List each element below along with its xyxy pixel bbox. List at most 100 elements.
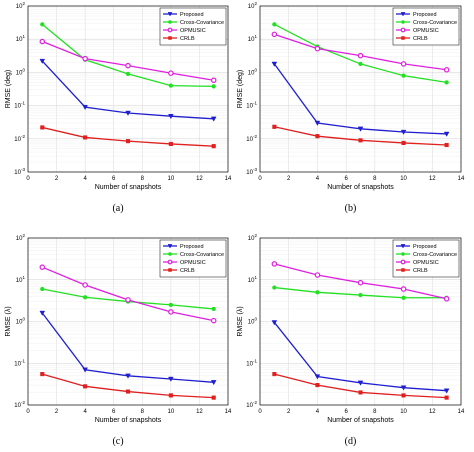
data-point-marker	[314, 374, 321, 380]
data-point-marker	[168, 393, 173, 398]
legend-entry: Proposed	[413, 244, 437, 250]
data-point-marker	[401, 393, 406, 398]
x-tick-label: 6	[344, 176, 348, 182]
data-point-marker	[125, 139, 131, 144]
series-crlb	[272, 124, 449, 148]
axes-frame	[259, 5, 462, 173]
series-crlb	[272, 372, 449, 400]
x-tick-label: 6	[112, 409, 116, 415]
data-point-marker	[211, 144, 216, 149]
legend-entry: Proposed	[180, 12, 204, 18]
legend-entry: Proposed	[413, 12, 437, 18]
data-point-marker	[400, 27, 406, 33]
y-tick-label: 100	[248, 67, 258, 76]
x-axis-label: Number of snapshots	[327, 417, 394, 424]
legend-entry: CRLB	[413, 36, 428, 42]
data-point-marker	[401, 295, 406, 300]
data-point-marker	[39, 38, 46, 45]
y-tick-label: 10-3	[14, 167, 25, 176]
y-tick-label: 10-2	[246, 134, 257, 143]
series-proposed	[271, 61, 450, 137]
data-point-marker	[168, 252, 172, 256]
x-tick-label: 14	[458, 176, 465, 182]
data-point-marker	[125, 373, 131, 379]
legend-entry: CRLB	[413, 268, 428, 274]
data-point-marker	[357, 126, 364, 132]
chart-panel: 0 2 4 6 8 10 12 14 10-2 10-1 100 101 102 Number of sn…	[5, 233, 232, 447]
x-tick-label: 8	[373, 409, 377, 415]
chart-panel: 0 2 4 6 8 10 12 14 10-3 10-2 10-1 100 101 102 Number o…	[5, 1, 232, 214]
chart-panel: 0 2 4 6 8 10 12 14 10-2 10-1 100 101 102 Number of sn…	[237, 233, 465, 447]
x-tick-label: 12	[429, 176, 436, 182]
data-point-marker	[167, 259, 173, 265]
data-point-marker	[210, 77, 217, 84]
legend: Proposed Cross-Covariance OPMUSIC CRLB	[159, 7, 227, 46]
data-point-marker	[401, 252, 405, 256]
data-point-marker	[40, 372, 45, 377]
y-tick-label: 102	[248, 233, 258, 242]
data-point-marker	[40, 286, 45, 292]
y-tick-label: 101	[16, 275, 26, 284]
data-point-marker	[272, 372, 277, 377]
data-point-marker	[40, 22, 45, 27]
data-point-marker	[125, 110, 131, 116]
panel-caption: (b)	[345, 203, 357, 214]
x-axis-label: Number of snapshots	[95, 417, 162, 424]
x-tick-label: 10	[168, 409, 175, 415]
data-point-marker	[168, 141, 173, 146]
data-point-marker	[82, 282, 88, 288]
data-point-marker	[271, 320, 278, 326]
y-tick-label: 100	[16, 67, 26, 76]
x-tick-label: 8	[373, 176, 377, 182]
series-proposed	[271, 320, 450, 394]
data-point-marker	[125, 62, 131, 69]
x-tick-label: 2	[55, 409, 59, 415]
data-point-marker	[168, 70, 174, 76]
x-tick-label: 14	[225, 409, 232, 415]
y-tick-label: 101	[248, 275, 258, 284]
data-point-marker	[315, 134, 320, 139]
data-point-marker	[168, 302, 174, 308]
data-point-marker	[211, 395, 216, 400]
series-opmusic	[39, 264, 217, 324]
y-tick-label: 10-1	[246, 358, 257, 367]
series-cross-covariance	[272, 22, 449, 85]
data-point-marker	[271, 261, 278, 267]
series-line	[273, 63, 447, 135]
data-point-marker	[357, 279, 364, 286]
chart-panel: 0 2 4 6 8 10 12 14 10-3 10-2 10-1 100 101 102 Number o…	[237, 1, 465, 214]
data-point-marker	[400, 385, 407, 391]
data-point-marker	[444, 395, 449, 400]
axes-frame	[27, 5, 229, 173]
data-point-marker	[168, 36, 172, 40]
data-point-marker	[168, 83, 174, 88]
y-axis-label: RMSE (λ)	[5, 306, 12, 336]
data-point-marker	[444, 142, 449, 148]
data-point-marker	[39, 310, 46, 316]
y-tick-label: 10-1	[246, 101, 257, 110]
data-point-marker	[167, 12, 173, 17]
data-point-marker	[83, 135, 88, 140]
y-axis-label: RMSE (deg)	[5, 70, 12, 109]
legend: Proposed Cross-Covariance OPMUSIC CRLB	[159, 239, 227, 278]
legend-entry: OPMUSIC	[180, 260, 206, 266]
series-crlb	[40, 125, 216, 149]
data-point-marker	[82, 55, 88, 62]
data-point-marker	[400, 244, 406, 249]
data-point-marker	[210, 116, 217, 122]
x-tick-label: 0	[26, 176, 30, 182]
y-tick-label: 101	[16, 34, 26, 43]
data-point-marker	[443, 67, 450, 73]
data-point-marker	[125, 297, 131, 303]
x-axis-label: Number of snapshots	[95, 184, 162, 191]
legend-entry: Cross-Covariance	[180, 252, 224, 258]
panel-caption: (d)	[345, 436, 357, 447]
y-axis-label: RMSE (deg)	[237, 70, 244, 109]
x-tick-label: 0	[258, 409, 262, 415]
data-point-marker	[358, 390, 363, 395]
data-point-marker	[168, 268, 172, 272]
data-point-marker	[168, 20, 172, 24]
series-crlb	[40, 372, 216, 400]
data-point-marker	[358, 61, 363, 67]
data-point-marker	[125, 71, 131, 77]
